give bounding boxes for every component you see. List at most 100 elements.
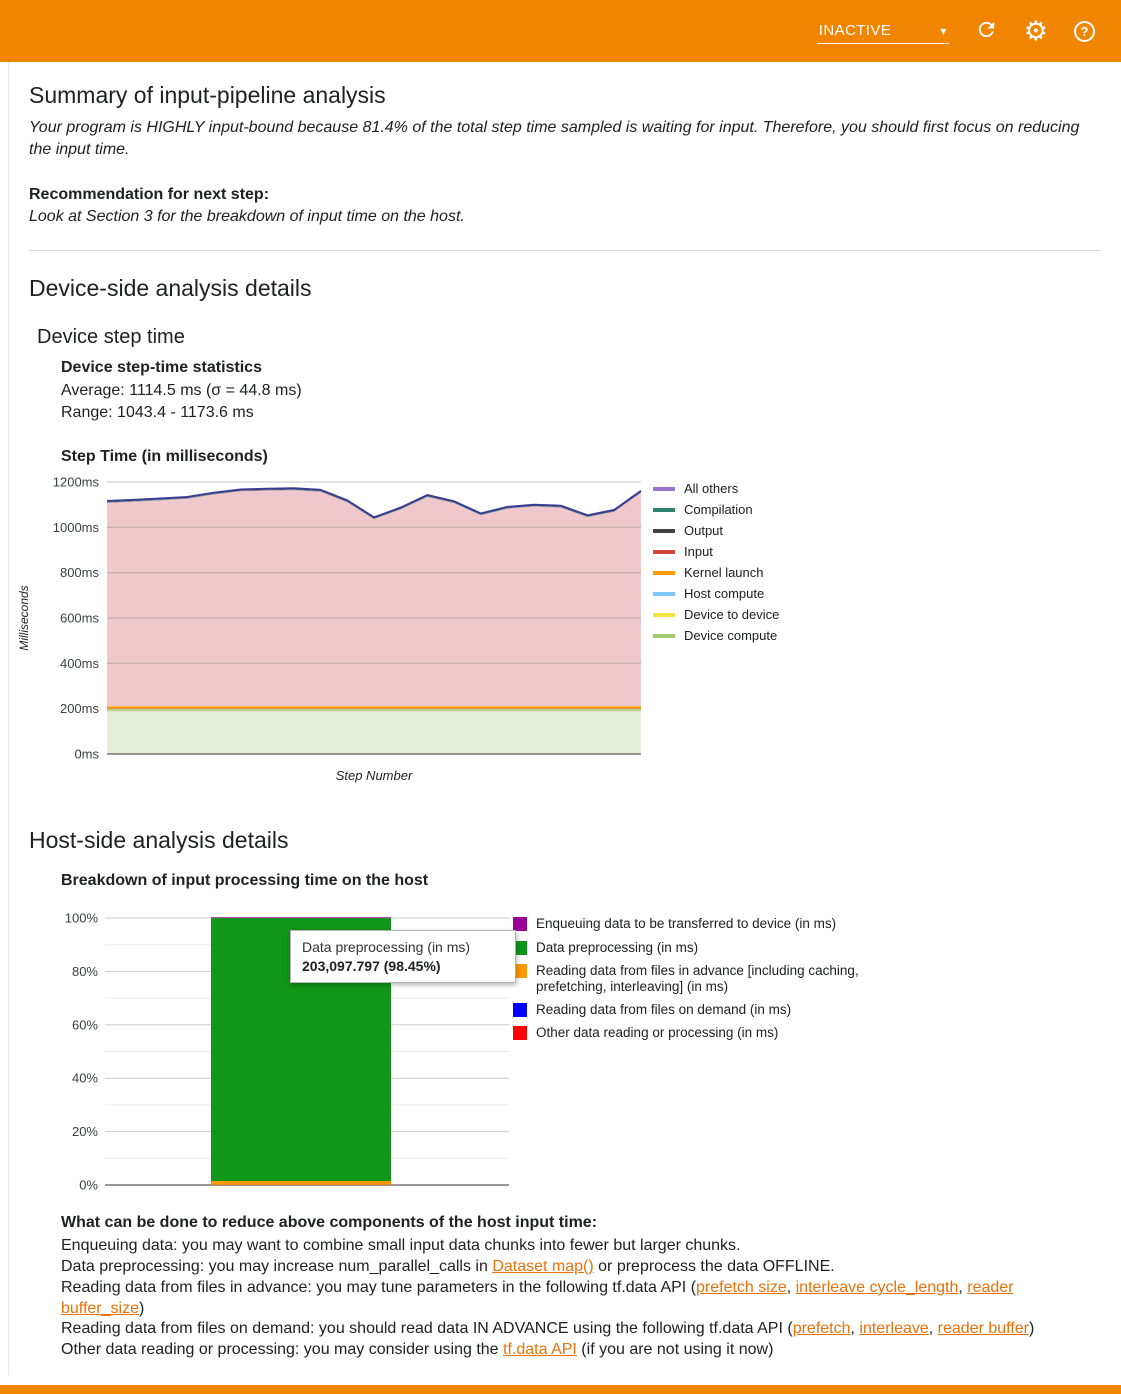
advice-text: Data preprocessing: you may increase num… (61, 1257, 493, 1275)
legend-swatch (513, 1003, 527, 1018)
legend-label: Device compute (684, 628, 778, 644)
legend-swatch (653, 549, 675, 554)
host-chart-row: 0% 20% 40% 60% 80% 100% Data preprocessing (i… (29, 902, 1101, 1207)
help-button[interactable]: ? (1074, 20, 1095, 42)
advice-line: Reading data from files in advance: you … (61, 1278, 1073, 1320)
host-heading: Host-side analysis details (29, 827, 289, 854)
link-tf-data-api[interactable]: tf.data API (503, 1341, 577, 1359)
advice-text: , (958, 1278, 968, 1296)
link-interleave-cycle-length[interactable]: interleave cycle_length (795, 1278, 959, 1296)
link-reader-buffer-size[interactable]: reader buffer_size (61, 1278, 1014, 1317)
svg-text:0ms: 0ms (74, 747, 99, 762)
legend-swatch (513, 1026, 527, 1041)
legend-swatch (513, 940, 527, 955)
legend-swatch (513, 917, 527, 932)
help-icon: ? (1074, 20, 1095, 42)
advice-text: (if you are not using it now) (576, 1341, 774, 1359)
legend-label: Data preprocessing (in ms) (536, 939, 699, 955)
svg-text:0%: 0% (79, 1178, 98, 1193)
device-chart-title: Step Time (in milliseconds) (61, 448, 268, 466)
legend-swatch (653, 633, 675, 638)
stats-average: Average: 1114.5 ms (σ = 44.8 ms) (61, 381, 302, 399)
advice-block: What can be done to reduce above compone… (61, 1213, 1073, 1361)
advice-line: Data preprocessing: you may increase num… (61, 1257, 1073, 1278)
svg-text:100%: 100% (65, 911, 99, 926)
device-section: Device-side analysis details Device step… (17, 275, 1101, 789)
advice-text: Reading data from files on demand: you s… (61, 1320, 793, 1338)
device-chart-row: 0ms 200ms 400ms 600ms 800ms 1000ms 1200ms Step … (17, 470, 1101, 789)
advice-text: Enqueuing data: you may want to combine … (61, 1237, 741, 1255)
chart-tooltip: Data preprocessing (in ms) 203,097.797 (… (290, 930, 516, 984)
device-subheading: Device step time (37, 326, 185, 349)
svg-text:20%: 20% (72, 1124, 98, 1139)
host-chart-legend: Enqueuing data to be transferred to devi… (513, 916, 881, 1048)
legend-item: All others (653, 478, 779, 499)
link-interleave[interactable]: interleave (859, 1320, 929, 1338)
legend-item: Kernel launch (653, 562, 779, 583)
advice-text: , (786, 1278, 796, 1296)
advice-text: Reading data from files in advance: you … (61, 1278, 697, 1296)
legend-item: Reading data from files in advance [incl… (513, 963, 881, 995)
host-chart-title: Breakdown of input processing time on th… (61, 872, 429, 890)
link-prefetch-size[interactable]: prefetch size (696, 1278, 787, 1296)
legend-swatch (653, 591, 675, 596)
svg-text:Step Number: Step Number (336, 768, 413, 783)
advice-text: , (850, 1320, 860, 1338)
legend-label: Reading data from files on demand (in ms… (536, 1002, 792, 1018)
legend-item: Other data reading or processing (in ms) (513, 1025, 881, 1041)
run-status-dropdown[interactable]: INACTIVE ▾ (816, 18, 949, 44)
legend-item: Host compute (653, 583, 779, 604)
legend-item: Device to device (653, 604, 779, 625)
legend-label: Enqueuing data to be transferred to devi… (536, 916, 837, 932)
chevron-down-icon: ▾ (940, 23, 947, 38)
refresh-button[interactable] (975, 18, 998, 43)
settings-button[interactable]: ⚙ (1023, 15, 1048, 46)
device-stats: Device step-time statistics Average: 111… (61, 357, 1101, 424)
advice-text: ) (1028, 1320, 1035, 1338)
stats-title: Device step-time statistics (61, 359, 262, 377)
host-section: Host-side analysis details Breakdown of … (29, 827, 1101, 1361)
svg-text:Milliseconds: Milliseconds (17, 586, 31, 651)
status-label: INACTIVE (818, 22, 892, 39)
device-chart-legend: All others Compilation Output Input Kernel l… (653, 478, 779, 646)
advice-text: or preprocess the data OFFLINE. (593, 1257, 835, 1275)
legend-item: Enqueuing data to be transferred to devi… (513, 916, 881, 932)
advice-lines: Enqueuing data: you may want to combine … (61, 1236, 1073, 1361)
link-dataset-map-[interactable]: Dataset map() (492, 1257, 594, 1275)
stats-range: Range: 1043.4 - 1173.6 ms (61, 403, 254, 421)
advice-line: Other data reading or processing: you ma… (61, 1340, 1073, 1361)
legend-swatch (513, 963, 527, 978)
device-heading: Device-side analysis details (29, 275, 312, 302)
legend-label: Kernel launch (684, 565, 764, 581)
advice-line: Reading data from files on demand: you s… (61, 1319, 1073, 1340)
advice-line: Enqueuing data: you may want to combine … (61, 1236, 1073, 1257)
legend-label: Compilation (684, 502, 753, 518)
gear-icon: ⚙ (1023, 15, 1048, 46)
svg-text:800ms: 800ms (60, 566, 100, 581)
recommendation-text: Look at Section 3 for the breakdown of i… (29, 208, 465, 226)
refresh-icon (975, 18, 998, 43)
summary-section: Summary of input-pipeline analysis Your … (29, 62, 1101, 252)
summary-title: Summary of input-pipeline analysis (29, 82, 386, 108)
svg-text:40%: 40% (72, 1071, 98, 1086)
legend-swatch (653, 570, 675, 575)
legend-swatch (653, 528, 675, 533)
summary-body: Your program is HIGHLY input-bound becau… (29, 119, 1080, 158)
link-reader-buffer[interactable]: reader buffer (937, 1320, 1029, 1338)
legend-label: Other data reading or processing (in ms) (536, 1025, 779, 1041)
legend-swatch (653, 612, 675, 617)
legend-swatch (653, 486, 675, 491)
link-prefetch[interactable]: prefetch (792, 1320, 851, 1338)
legend-item: Data preprocessing (in ms) (513, 940, 881, 956)
legend-swatch (653, 507, 675, 512)
legend-label: Reading data from files in advance [incl… (536, 962, 859, 994)
svg-text:1000ms: 1000ms (53, 520, 100, 535)
svg-text:60%: 60% (72, 1018, 98, 1033)
device-step-time-chart: 0ms 200ms 400ms 600ms 800ms 1000ms 1200ms Step … (15, 470, 691, 789)
legend-item: Output (653, 520, 779, 541)
advice-text: , (928, 1320, 938, 1338)
main-content: Summary of input-pipeline analysis Your … (8, 62, 1121, 1375)
svg-text:200ms: 200ms (60, 702, 100, 717)
legend-item: Compilation (653, 499, 779, 520)
advice-title: What can be done to reduce above compone… (61, 1214, 598, 1232)
